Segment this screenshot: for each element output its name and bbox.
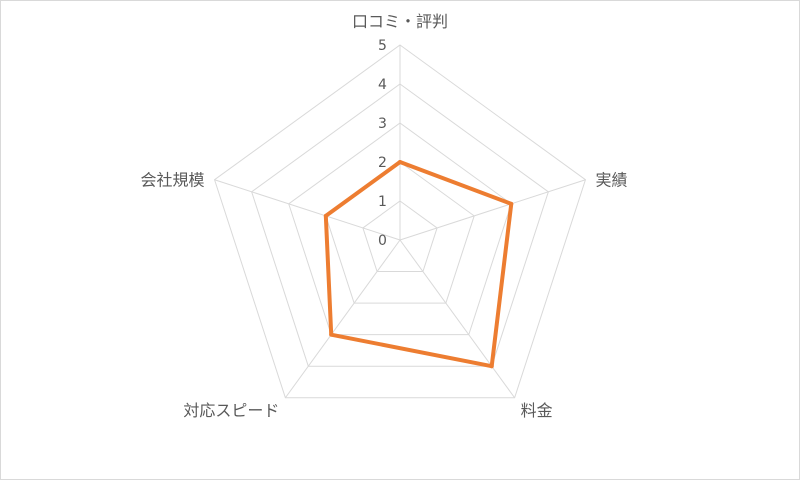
tick-label-4: 4 <box>378 77 387 93</box>
axis-label-4: 会社規模 <box>141 171 205 190</box>
spoke-1 <box>399 179 586 241</box>
data-point-3 <box>329 332 334 337</box>
spoke-2 <box>399 239 516 399</box>
data-point-0 <box>398 160 402 164</box>
spoke-4 <box>214 179 401 241</box>
tick-label-0: 0 <box>378 233 387 249</box>
axis-label-2: 料金 <box>521 401 553 420</box>
data-point-1 <box>509 201 514 206</box>
grid-ring-5 <box>213 44 587 399</box>
tick-label-5: 5 <box>378 38 387 54</box>
tick-label-3: 3 <box>378 116 387 132</box>
spoke-3 <box>284 239 401 399</box>
series-line-0 <box>323 160 514 369</box>
axis-label-0: 口コミ・評判 <box>352 12 448 31</box>
data-point-2 <box>489 364 494 369</box>
axis-label-3: 対応スピード <box>183 401 279 420</box>
grid-ring-3 <box>288 122 512 336</box>
grid-ring-4 <box>251 83 549 367</box>
tick-label-1: 1 <box>378 194 387 210</box>
grid-ring-1 <box>362 200 438 273</box>
axis-label-1: 実績 <box>595 171 627 190</box>
data-point-4 <box>323 213 328 218</box>
tick-label-2: 2 <box>378 155 387 171</box>
